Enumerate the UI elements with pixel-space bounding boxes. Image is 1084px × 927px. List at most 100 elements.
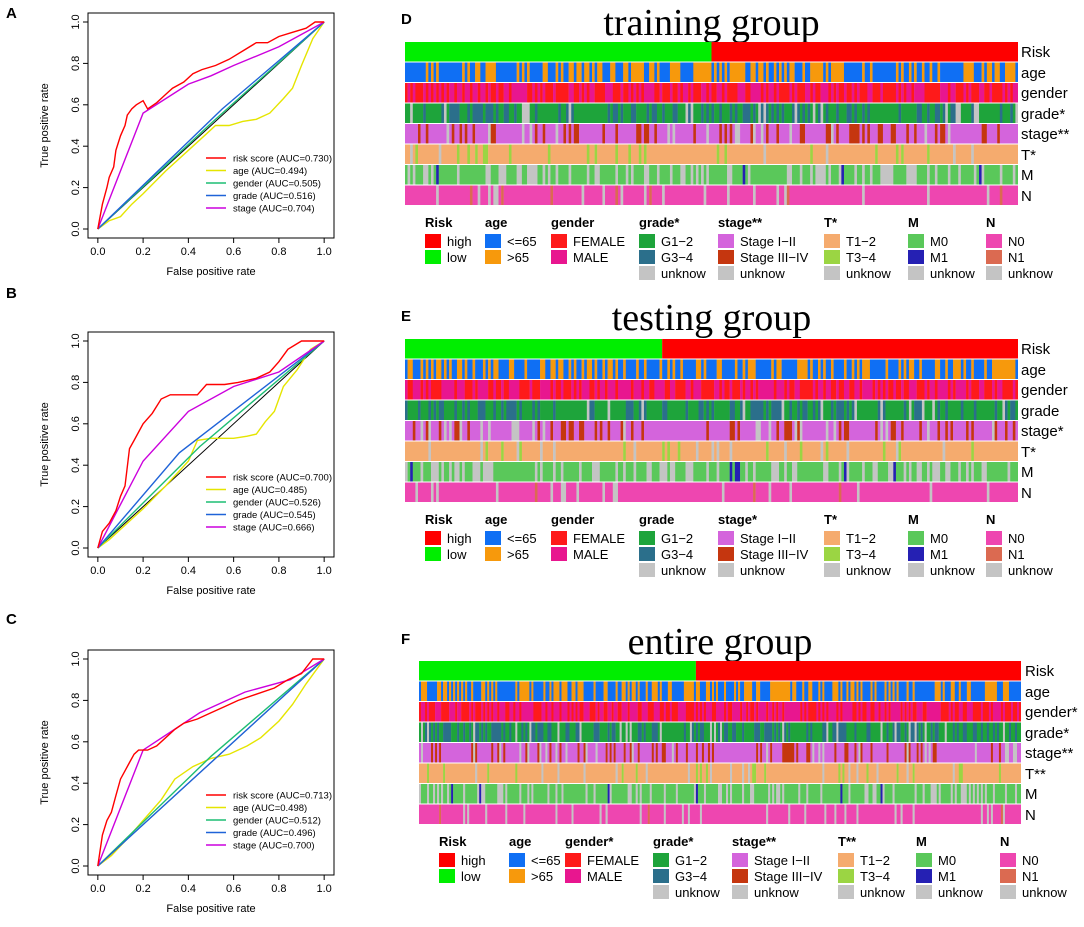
x-tick-label: 0.4 xyxy=(181,565,196,577)
heatmap-cell xyxy=(488,441,502,462)
heatmap-cell xyxy=(1016,784,1021,805)
heatmap-cell xyxy=(966,83,969,104)
heatmap-cell xyxy=(997,380,1003,401)
legend-item: MALE xyxy=(551,249,625,265)
heatmap-cell xyxy=(438,83,442,104)
heatmap-cell xyxy=(786,380,790,401)
heatmap-cell xyxy=(940,103,943,124)
heatmap-cell xyxy=(485,62,497,83)
heatmap-cell xyxy=(1012,103,1016,124)
heatmap-cell xyxy=(730,763,733,784)
heatmap-cell xyxy=(856,400,878,421)
heatmap-cell xyxy=(584,83,588,104)
heatmap-cell xyxy=(503,722,506,743)
heatmap-cell xyxy=(629,722,632,743)
heatmap-cell xyxy=(495,380,502,401)
heatmap-cell xyxy=(519,784,522,805)
heatmap-cell xyxy=(892,722,895,743)
heatmap-cell xyxy=(800,784,807,805)
heatmap-cell xyxy=(487,722,492,743)
heatmap-cell xyxy=(850,784,865,805)
heatmap-cell xyxy=(527,83,533,104)
heatmap-cell xyxy=(643,124,650,145)
heatmap-cell xyxy=(966,702,974,723)
heatmap-bars xyxy=(405,339,1018,503)
heatmap-cell xyxy=(456,83,463,104)
heatmap-cell xyxy=(459,681,462,702)
heatmap-cell xyxy=(792,462,798,483)
heatmap-cell xyxy=(799,165,803,186)
heatmap-cell xyxy=(636,124,642,145)
heatmap-cell xyxy=(514,359,525,380)
heatmap-cell xyxy=(439,743,442,764)
heatmap-cell xyxy=(763,124,767,145)
heatmap-cell xyxy=(447,784,450,805)
heatmap-cell xyxy=(708,83,712,104)
heatmap-row-n xyxy=(405,482,1018,503)
heatmap-cell xyxy=(786,462,793,483)
legend-group-age: age <=65 >65 xyxy=(485,512,537,562)
heatmap-cell xyxy=(782,743,795,764)
heatmap-cell xyxy=(501,743,504,764)
heatmap-cell xyxy=(659,359,663,380)
heatmap-cell xyxy=(617,359,624,380)
y-axis-label: True positive rate xyxy=(39,83,51,168)
heatmap-cell xyxy=(742,103,751,124)
heatmap-cell xyxy=(874,702,879,723)
heatmap-cell xyxy=(487,681,490,702)
heatmap-cell xyxy=(979,380,985,401)
heatmap-cell xyxy=(1015,421,1018,442)
heatmap-row-label: T* xyxy=(1021,146,1036,164)
heatmap-cell xyxy=(910,743,917,764)
heatmap-cell xyxy=(786,62,790,83)
legend-heading: M xyxy=(916,834,927,849)
heatmap-cell xyxy=(1015,400,1018,421)
heatmap-cell xyxy=(779,462,785,483)
legend-item: low xyxy=(425,249,472,265)
heatmap-cell xyxy=(558,359,564,380)
heatmap-cell xyxy=(780,784,783,805)
heatmap-cell xyxy=(635,784,638,805)
heatmap-cell xyxy=(919,421,923,442)
heatmap-cell xyxy=(711,763,731,784)
heatmap-cell xyxy=(708,103,712,124)
heatmap-cell xyxy=(824,681,833,702)
heatmap-cell xyxy=(579,83,582,104)
heatmap-cell xyxy=(443,722,452,743)
heatmap-cell xyxy=(900,702,903,723)
heatmap-cell xyxy=(671,743,675,764)
heatmap-cell xyxy=(748,763,751,784)
heatmap-cell xyxy=(615,144,619,165)
diagonal-reference-line xyxy=(97,340,325,549)
heatmap-cell xyxy=(815,380,819,401)
heatmap-cell xyxy=(645,763,648,784)
heatmap-cell xyxy=(929,185,988,206)
heatmap-cell xyxy=(542,462,554,483)
heatmap-cell xyxy=(753,185,756,206)
heatmap-cell xyxy=(784,784,799,805)
legend-item: M1 xyxy=(908,546,975,562)
heatmap-cell xyxy=(465,804,468,825)
heatmap-cell xyxy=(854,681,857,702)
heatmap-cell xyxy=(625,421,632,442)
heatmap-cell xyxy=(875,421,878,442)
heatmap-cell xyxy=(745,359,749,380)
heatmap-cell xyxy=(577,702,580,723)
heatmap-cell xyxy=(589,400,595,421)
heatmap-cell xyxy=(744,722,755,743)
heatmap-cell xyxy=(989,482,1018,503)
heatmap-cell xyxy=(924,124,928,145)
heatmap-cell xyxy=(545,681,550,702)
legend-swatch xyxy=(653,885,669,899)
heatmap-cell xyxy=(430,441,481,462)
heatmap-cell xyxy=(882,441,886,462)
heatmap-cell xyxy=(581,83,585,104)
heatmap-cell xyxy=(677,702,687,723)
legend-item-label: unknow xyxy=(846,265,891,281)
heatmap-cell xyxy=(950,421,954,442)
heatmap-cell xyxy=(934,165,938,186)
heatmap-cell xyxy=(615,165,619,186)
heatmap-cell xyxy=(555,743,558,764)
legend-heading: stage** xyxy=(732,834,777,849)
heatmap-cell xyxy=(992,380,995,401)
